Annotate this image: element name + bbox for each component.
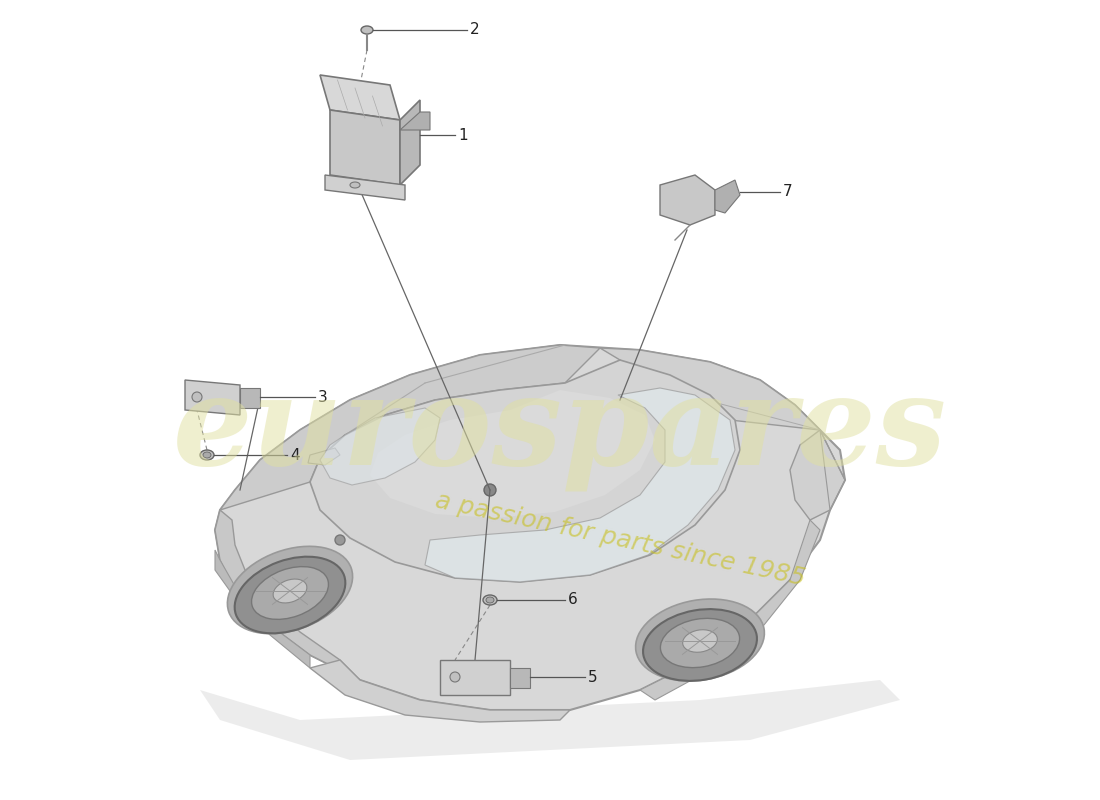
Ellipse shape bbox=[204, 452, 211, 458]
Polygon shape bbox=[240, 388, 260, 408]
Text: 3: 3 bbox=[318, 390, 328, 405]
Polygon shape bbox=[790, 430, 845, 520]
Text: 1: 1 bbox=[458, 127, 468, 142]
Polygon shape bbox=[400, 100, 420, 185]
Ellipse shape bbox=[483, 595, 497, 605]
Polygon shape bbox=[220, 345, 600, 510]
Polygon shape bbox=[310, 360, 740, 582]
Ellipse shape bbox=[636, 599, 764, 681]
Text: 4: 4 bbox=[290, 447, 299, 462]
Polygon shape bbox=[320, 408, 440, 485]
Polygon shape bbox=[214, 510, 360, 680]
Polygon shape bbox=[715, 180, 740, 213]
Ellipse shape bbox=[644, 609, 757, 681]
Polygon shape bbox=[440, 660, 510, 695]
Polygon shape bbox=[425, 388, 735, 582]
Polygon shape bbox=[320, 75, 400, 120]
Ellipse shape bbox=[660, 618, 739, 668]
Polygon shape bbox=[310, 660, 570, 722]
Ellipse shape bbox=[200, 450, 214, 460]
Polygon shape bbox=[640, 520, 820, 700]
Ellipse shape bbox=[234, 557, 345, 634]
Ellipse shape bbox=[683, 630, 717, 652]
Ellipse shape bbox=[350, 182, 360, 188]
Polygon shape bbox=[324, 175, 405, 200]
Ellipse shape bbox=[273, 579, 307, 603]
Polygon shape bbox=[660, 175, 715, 225]
Polygon shape bbox=[185, 380, 240, 415]
Ellipse shape bbox=[484, 484, 496, 496]
Polygon shape bbox=[370, 390, 654, 518]
Ellipse shape bbox=[450, 672, 460, 682]
Polygon shape bbox=[214, 550, 310, 668]
Polygon shape bbox=[400, 112, 430, 130]
Polygon shape bbox=[200, 680, 900, 760]
Text: 5: 5 bbox=[588, 670, 597, 685]
Ellipse shape bbox=[336, 535, 345, 545]
Ellipse shape bbox=[192, 392, 202, 402]
Polygon shape bbox=[308, 448, 340, 465]
Text: 6: 6 bbox=[568, 593, 578, 607]
Polygon shape bbox=[330, 110, 400, 185]
Polygon shape bbox=[510, 668, 530, 688]
Text: a passion for parts since 1985: a passion for parts since 1985 bbox=[432, 489, 807, 591]
Ellipse shape bbox=[486, 597, 494, 603]
Text: 2: 2 bbox=[470, 22, 480, 38]
Text: eurospares: eurospares bbox=[173, 370, 947, 490]
Ellipse shape bbox=[361, 26, 373, 34]
Ellipse shape bbox=[228, 546, 353, 634]
Ellipse shape bbox=[252, 566, 329, 619]
Text: 7: 7 bbox=[783, 185, 793, 199]
Polygon shape bbox=[600, 348, 820, 430]
Polygon shape bbox=[214, 345, 845, 710]
